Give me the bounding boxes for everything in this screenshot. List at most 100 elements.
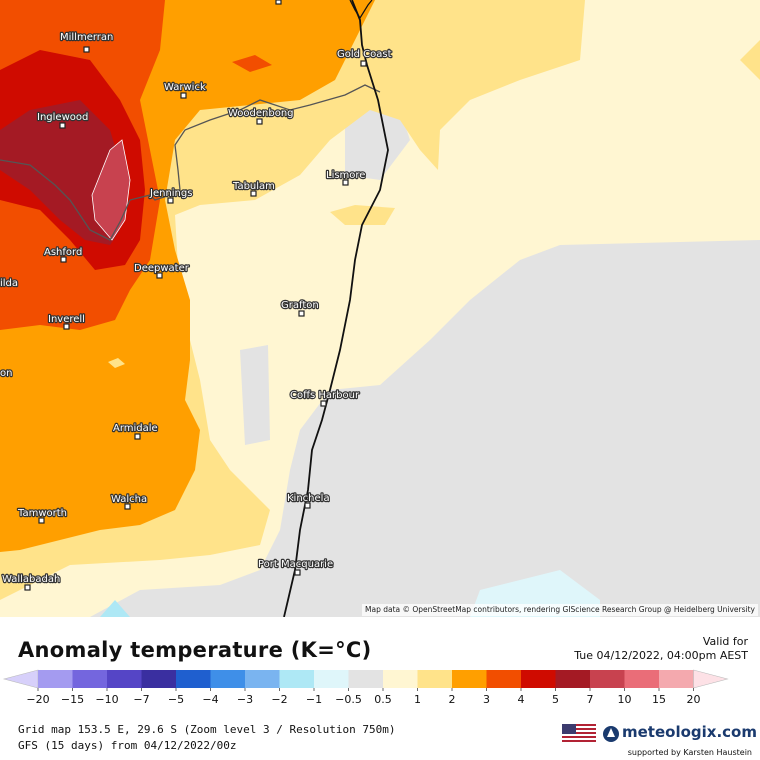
scale-tick-label: 20 [687,693,701,706]
city-on-partial[interactable]: on [0,367,14,380]
scale-swatch [72,670,108,688]
city-armidale[interactable]: Armidale [112,422,159,440]
support-credit: supported by Karsten Haustein [627,748,752,757]
city-inverell[interactable]: Inverell [47,313,86,330]
city-marker [83,46,90,53]
fill-yellow-lismore [330,205,395,225]
fill-yellow-spot [108,358,125,368]
city-marker-top [275,0,282,5]
scale-swatch [314,670,349,688]
meteologix-logo-icon [603,726,619,742]
city-kinchela[interactable]: Kinchela [286,492,331,509]
city-marker [180,92,187,99]
city-marker [38,517,45,524]
city-label: Coffs Harbour [290,390,360,401]
scale-swatch [417,670,453,688]
city-coffs-harbour[interactable]: Coffs Harbour [289,389,361,407]
city-marker [360,60,367,67]
fill-cyan [100,600,130,617]
scale-tick-label: −15 [61,693,84,706]
scale-tick-label: 2 [449,693,456,706]
city-lismore[interactable]: Lismore [325,169,367,186]
city-label: Walcha [111,494,147,505]
model-info: GFS (15 days) from 04/12/2022/00z [18,739,237,752]
anomaly-map[interactable]: Millmerran Gold Coast Warwick Woodenbong… [0,0,760,617]
scale-swatch [141,670,177,688]
city-label: ilda [0,278,18,289]
city-port-macquarie[interactable]: Port Macquarie [257,558,334,576]
city-marker [24,584,31,591]
scale-tick-label: 3 [483,693,490,706]
scale-tick-label: −1 [306,693,322,706]
city-label: Woodenbong [228,108,294,119]
scale-tick-label: −20 [26,693,49,706]
city-marker [256,118,263,125]
scale-tick-label: −3 [237,693,253,706]
scale-tick-label: 0.5 [374,693,392,706]
fill-yellow-east [740,40,760,80]
scale-swatch [590,670,625,688]
city-marker [156,272,163,279]
scale-swatch [176,670,211,688]
city-warwick[interactable]: Warwick [163,81,207,99]
scale-swatch [245,670,280,688]
scale-cap-high [693,669,729,689]
brand-block[interactable]: meteologix.com [562,722,757,746]
scale-tick-label: −2 [271,693,287,706]
scale-cap-low [2,669,39,689]
city-label: Tamworth [17,508,67,519]
scale-tick-label: −10 [95,693,118,706]
city-tamworth[interactable]: Tamworth [16,507,68,524]
scale-swatch [38,670,73,688]
legend-title: Anomaly temperature (K=°C) [18,638,372,662]
city-marker [63,323,70,330]
city-label: Deepwater [134,263,190,274]
map-canvas: Millmerran Gold Coast Warwick Woodenbong… [0,0,760,617]
city-tabulam[interactable]: Tabulam [231,180,276,197]
city-gold-coast[interactable]: Gold Coast [336,48,393,67]
scale-swatch [107,670,142,688]
color-scale: −20 −15 −10 −7 −5 −4 −3 −2 −1 −0.5 0.5 1 2 3 4 5 7 10 15 20 [0,668,760,708]
scale-swatch [624,670,660,688]
city-marker [298,310,305,317]
city-label: Jennings [149,188,192,199]
city-walcha[interactable]: Walcha [110,493,148,510]
city-inglewood[interactable]: Inglewood [36,111,90,129]
scale-swatch [521,670,556,688]
city-label: Gold Coast [337,49,392,60]
scale-tick-label: −7 [133,693,149,706]
city-wallabadah[interactable]: Wallabadah [1,573,62,591]
city-ashford[interactable]: Ashford [43,246,84,263]
city-woodenbong[interactable]: Woodenbong [227,107,295,125]
scale-swatch [210,670,246,688]
map-attribution[interactable]: Map data © OpenStreetMap contributors, r… [362,604,758,616]
city-marker [320,400,327,407]
scale-swatch [659,670,694,688]
city-label: Port Macquarie [258,559,333,570]
city-label: Inverell [48,314,85,325]
city-grafton[interactable]: Grafton [280,299,320,317]
scale-swatch [279,670,315,688]
scale-tick-label: 10 [618,693,632,706]
city-marker [59,122,66,129]
scale-tick-label: −0.5 [335,693,362,706]
scale-tick-label: 4 [518,693,525,706]
scale-swatch [348,670,384,688]
scale-swatch [452,670,487,688]
city-label: Warwick [164,82,206,93]
city-jennings[interactable]: Jennings [148,187,194,204]
color-scale-bar: −20 −15 −10 −7 −5 −4 −3 −2 −1 −0.5 0.5 1 2 3 4 5 7 10 15 20 [2,669,729,706]
city-label: Armidale [113,423,158,434]
scale-tick-label: 7 [587,693,594,706]
city-label: Kinchela [287,493,330,504]
city-millmerran[interactable]: Millmerran [59,31,115,53]
coast-inlet [349,0,373,20]
city-deepwater[interactable]: Deepwater [133,262,191,279]
city-label: Inglewood [37,112,88,123]
city-marker [167,197,174,204]
city-label: Wallabadah [2,574,60,585]
city-marker [304,502,311,509]
us-flag-icon [562,724,596,744]
city-ilda-partial[interactable]: ilda [0,277,19,290]
city-label: Lismore [326,170,365,181]
